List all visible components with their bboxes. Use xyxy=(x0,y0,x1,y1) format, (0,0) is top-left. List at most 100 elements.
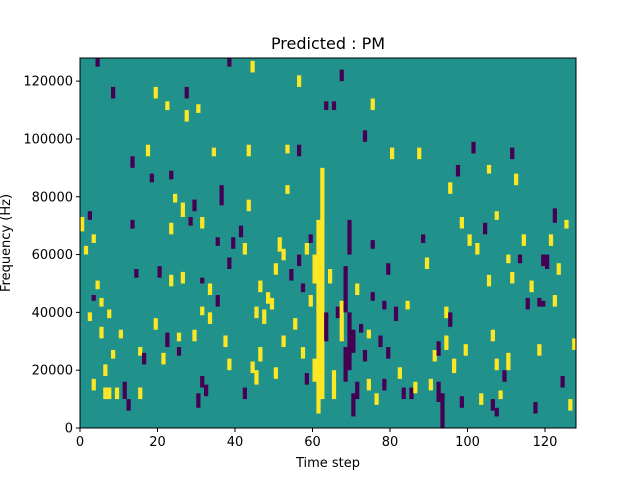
heatmap-cell xyxy=(355,283,360,296)
heatmap-cell xyxy=(304,243,309,255)
heatmap-cell xyxy=(231,237,236,249)
heatmap-cell xyxy=(300,347,306,359)
heatmap-cell xyxy=(281,335,286,348)
heatmap-cell xyxy=(572,338,577,350)
heatmap-cell xyxy=(393,306,399,322)
y-tick-label: 60000 xyxy=(32,248,73,263)
heatmap-cell xyxy=(382,378,387,391)
heatmap-cell xyxy=(347,312,352,371)
heatmap-cell xyxy=(87,312,92,322)
heatmap-plot-area xyxy=(80,58,577,428)
heatmap-cell xyxy=(517,254,523,264)
heatmap-background xyxy=(80,58,576,428)
heatmap-cell xyxy=(428,378,433,391)
heatmap-cell xyxy=(529,280,534,293)
heatmap-cell xyxy=(238,225,244,238)
heatmap-cell xyxy=(436,341,441,356)
heatmap-cell xyxy=(300,283,306,293)
heatmap-cell xyxy=(343,347,348,382)
heatmap-cell xyxy=(448,182,453,194)
y-tick-label: 20000 xyxy=(32,364,73,379)
heatmap-cell xyxy=(200,375,205,388)
heatmap-cell xyxy=(122,381,127,400)
heatmap-cell xyxy=(486,164,492,174)
heatmap-cell xyxy=(362,130,368,142)
heatmap-cell xyxy=(200,216,205,229)
heatmap-cell xyxy=(444,306,449,319)
heatmap-cell xyxy=(409,387,414,400)
heatmap-cell xyxy=(486,274,492,287)
heatmap-cell xyxy=(548,234,554,246)
heatmap-cell xyxy=(328,269,333,284)
heatmap-cell xyxy=(494,407,499,417)
heatmap-cell xyxy=(351,329,356,353)
heatmap-cell xyxy=(459,216,464,229)
heatmap-cell xyxy=(448,312,453,327)
heatmap-cell xyxy=(366,378,371,391)
heatmap-cell xyxy=(91,378,96,391)
heatmap-cell xyxy=(173,193,178,203)
heatmap-cell xyxy=(111,86,116,99)
heatmap-cell xyxy=(227,358,232,371)
y-tick-label: 0 xyxy=(65,422,73,437)
heatmap-cell xyxy=(541,300,546,307)
heatmap-cell xyxy=(262,309,267,324)
heatmap-cell xyxy=(95,280,100,290)
heatmap-cell xyxy=(421,234,426,243)
heatmap-cell xyxy=(374,393,379,405)
heatmap-cell xyxy=(564,219,569,229)
heatmap-cell xyxy=(502,370,507,382)
heatmap-cell xyxy=(467,234,472,246)
heatmap-cell xyxy=(176,332,182,342)
heatmap-cell xyxy=(153,86,158,99)
heatmap-cell xyxy=(95,58,100,67)
heatmap-cell xyxy=(145,144,151,157)
heatmap-cell xyxy=(200,306,205,316)
heatmap-cell xyxy=(215,295,220,307)
heatmap-cell xyxy=(498,390,503,400)
heatmap-cell xyxy=(149,173,154,183)
heatmap-cell xyxy=(153,318,158,330)
heatmap-cell xyxy=(285,144,290,154)
y-tick-label: 80000 xyxy=(32,190,73,205)
heatmap-cell xyxy=(99,326,104,339)
heatmap-cell xyxy=(227,257,232,270)
heatmap-cell xyxy=(134,269,139,278)
heatmap-cell xyxy=(107,387,112,400)
heatmap-cell xyxy=(514,173,519,186)
heatmap-cell xyxy=(165,332,170,348)
heatmap-cell xyxy=(157,266,162,278)
heatmap-cell xyxy=(180,202,185,217)
heatmap-cell xyxy=(184,110,189,122)
heatmap-cell xyxy=(223,335,228,348)
heatmap-cell xyxy=(339,300,344,342)
heatmap-cell xyxy=(401,387,406,400)
heatmap-cell xyxy=(483,222,488,235)
y-axis: 0 20000 40000 60000 80000 100000 120000 xyxy=(23,75,80,437)
heatmap-cell xyxy=(525,297,530,310)
heatmap-cell xyxy=(254,306,259,319)
heatmap-cell xyxy=(297,144,302,157)
heatmap-cell xyxy=(138,347,143,356)
heatmap-cell xyxy=(103,387,108,400)
heatmap-cell xyxy=(308,295,313,307)
heatmap-cell xyxy=(169,274,174,287)
heatmap-cell xyxy=(83,245,89,255)
heatmap-cell xyxy=(475,243,480,255)
heatmap-cell xyxy=(273,263,278,275)
heatmap-cell xyxy=(552,295,557,307)
y-tick-label: 40000 xyxy=(32,306,73,321)
heatmap-cell xyxy=(169,222,174,235)
heatmap-cell xyxy=(541,254,546,267)
heatmap-cell xyxy=(510,147,515,160)
heatmap-cell xyxy=(103,364,108,376)
x-tick-label: 100 xyxy=(455,435,480,450)
y-tick-label: 100000 xyxy=(23,132,73,147)
heatmap-cell xyxy=(490,329,495,342)
heatmap-cell xyxy=(510,271,515,284)
heatmap-cell xyxy=(436,381,441,402)
heatmap-cell xyxy=(207,312,213,324)
heatmap-cell xyxy=(281,248,286,261)
heatmap-cell xyxy=(258,347,263,362)
heatmap-cell xyxy=(246,199,251,212)
